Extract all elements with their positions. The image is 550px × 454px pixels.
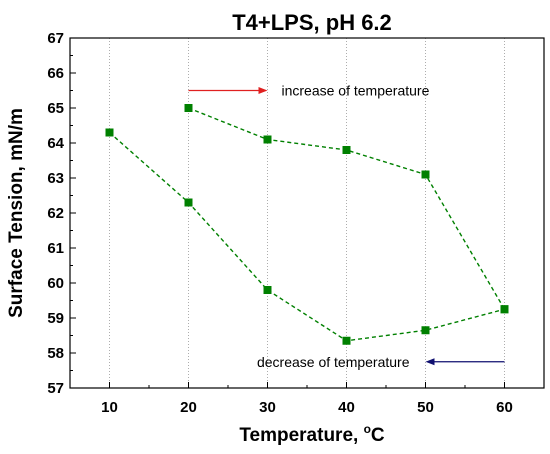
- data-point: [263, 286, 272, 294]
- series-line: [109, 131, 505, 342]
- y-tick-label: 64: [47, 135, 64, 152]
- data-point: [263, 135, 272, 144]
- data-point: [421, 170, 430, 179]
- data-point: [342, 336, 351, 345]
- y-tick-label: 65: [47, 100, 64, 117]
- y-tick-label: 58: [47, 345, 64, 362]
- series-markers: [105, 104, 509, 345]
- y-tick-label: 57: [47, 380, 64, 397]
- annotation-arrow-head: [258, 87, 268, 94]
- x-tick-label: 10: [101, 399, 118, 416]
- data-point: [105, 128, 114, 137]
- series-lines: [109, 107, 506, 342]
- x-tick-label: 60: [496, 399, 513, 416]
- y-tick-label: 63: [47, 170, 64, 187]
- x-tick-label: 30: [259, 399, 276, 416]
- x-tick-label: 50: [417, 399, 434, 416]
- chart-title: T4+LPS, pH 6.2: [232, 10, 392, 35]
- annotation-text: decrease of temperature: [257, 354, 410, 370]
- annotation-arrow-head: [425, 358, 435, 366]
- y-axis-ticks: 57 58 59 60 61 62 63 64 65 66 67: [47, 30, 76, 397]
- y-tick-label: 66: [47, 65, 64, 82]
- data-point: [342, 146, 351, 154]
- series-line: [188, 107, 506, 310]
- data-point: [500, 305, 509, 314]
- y-tick-label: 59: [47, 310, 64, 327]
- x-axis-label: Temperature, oC: [239, 422, 385, 446]
- data-point: [184, 198, 193, 207]
- y-axis-label: Surface Tension, mN/m: [6, 108, 27, 318]
- y-tick-label: 62: [47, 205, 64, 222]
- y-tick-label: 61: [47, 240, 64, 257]
- data-point: [184, 104, 193, 112]
- x-tick-label: 40: [338, 399, 355, 416]
- y-tick-label: 60: [47, 275, 64, 292]
- annotations: increase of temperature decrease of tempe…: [188, 83, 505, 370]
- y-tick-label: 67: [47, 30, 64, 47]
- x-tick-label: 20: [180, 399, 197, 416]
- annotation-text: increase of temperature: [282, 83, 430, 99]
- x-axis-ticks: 10 20 30 40 50 60: [69, 382, 545, 416]
- data-point: [421, 326, 430, 335]
